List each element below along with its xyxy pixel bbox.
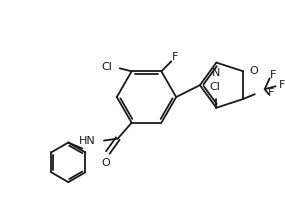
Text: F: F [269, 70, 276, 80]
Text: F: F [278, 80, 285, 90]
Text: F: F [172, 52, 178, 62]
Text: Cl: Cl [209, 82, 220, 92]
Text: O: O [101, 158, 110, 168]
Text: HN: HN [79, 136, 96, 146]
Text: O: O [250, 66, 258, 76]
Text: N: N [212, 68, 221, 78]
Text: Cl: Cl [101, 62, 112, 72]
Text: F: F [267, 88, 274, 98]
